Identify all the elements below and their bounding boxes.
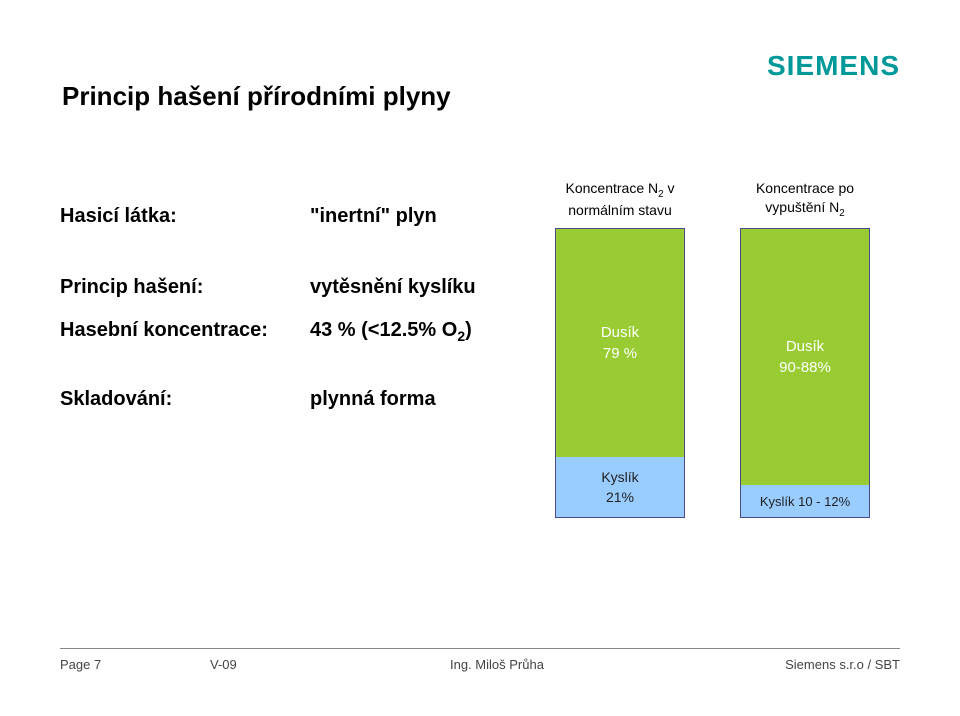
footer-version: V-09 [210, 657, 360, 672]
segment-nitrogen-after: Dusík 90-88% [741, 229, 869, 485]
siemens-logo: SIEMENS [767, 50, 900, 82]
segment-nitrogen-normal-label: Dusík [601, 324, 639, 341]
segment-nitrogen-normal: Dusík 79 % [556, 229, 684, 457]
bar-normal: Dusík 79 % Kyslík 21% [555, 228, 685, 518]
bar-after: Dusík 90-88% Kyslík 10 - 12% [740, 228, 870, 518]
footer-page: Page 7 [60, 657, 210, 672]
chart-after: Koncentrace po vypuštění N2 Dusík 90-88%… [740, 180, 870, 518]
title-banner: Princip hašení přírodními plyny [60, 70, 490, 122]
segment-oxygen-after: Kyslík 10 - 12% [741, 485, 869, 517]
title-leading-strip [0, 70, 60, 122]
chart-after-header-l2a: vypuštění N [765, 199, 839, 215]
chart-normal-header-l1b: v [664, 180, 675, 196]
label-storage: Skladování: [60, 388, 310, 411]
segment-nitrogen-normal-value: 79 % [603, 345, 637, 362]
segment-oxygen-after-label: Kyslík 10 - 12% [760, 494, 850, 509]
label-agent: Hasicí látka: [60, 195, 310, 228]
chart-normal: Koncentrace N2 v normálním stavu Dusík 7… [555, 180, 685, 518]
chart-normal-header-l2: normálním stavu [568, 202, 671, 218]
charts-area: Koncentrace N2 v normálním stavu Dusík 7… [555, 180, 870, 518]
chart-after-header-l1: Koncentrace po [756, 180, 854, 196]
page-title: Princip hašení přírodními plyny [62, 81, 451, 112]
segment-oxygen-normal: Kyslík 21% [556, 457, 684, 517]
value-concentration-sub: 2 [457, 328, 465, 344]
label-concentration: Hasební koncentrace: [60, 319, 310, 342]
segment-nitrogen-after-value: 90-88% [779, 359, 831, 376]
value-principle: vytěsnění kyslíku [310, 276, 530, 299]
slide: Princip hašení přírodními plyny SIEMENS … [0, 0, 960, 716]
value-concentration-prefix: 43 % (<12.5% O [310, 319, 457, 341]
value-agent: "inertní" plyn [310, 195, 530, 228]
chart-after-header: Koncentrace po vypuštění N2 [756, 180, 854, 220]
segment-oxygen-normal-value: 21% [606, 489, 634, 505]
chart-normal-header-l1a: Koncentrace N [566, 180, 659, 196]
label-principle: Princip hašení: [60, 276, 310, 299]
value-concentration-suffix: ) [465, 319, 472, 341]
footer-author: Ing. Miloš Průha [360, 657, 740, 672]
value-storage: plynná forma [310, 388, 530, 411]
footer: Page 7 V-09 Ing. Miloš Průha Siemens s.r… [60, 648, 900, 672]
chart-after-header-sub: 2 [839, 208, 844, 219]
siemens-logo-text: SIEMENS [767, 50, 900, 81]
segment-nitrogen-after-label: Dusík [786, 338, 824, 355]
value-concentration: 43 % (<12.5% O2) [310, 319, 530, 344]
chart-normal-header: Koncentrace N2 v normálním stavu [566, 180, 675, 220]
footer-company: Siemens s.r.o / SBT [740, 657, 900, 672]
segment-oxygen-normal-label: Kyslík [601, 469, 638, 485]
